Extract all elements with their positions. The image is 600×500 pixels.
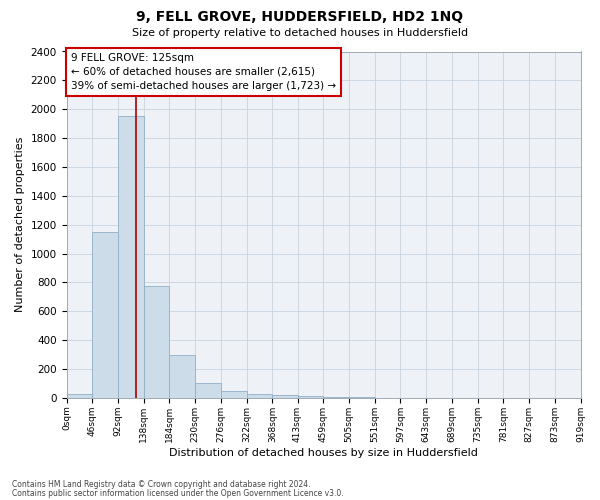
Bar xyxy=(144,286,169,398)
Bar xyxy=(67,394,92,398)
Text: Contains public sector information licensed under the Open Government Licence v3: Contains public sector information licen… xyxy=(12,489,344,498)
Y-axis label: Number of detached properties: Number of detached properties xyxy=(15,137,25,312)
Text: 9, FELL GROVE, HUDDERSFIELD, HD2 1NQ: 9, FELL GROVE, HUDDERSFIELD, HD2 1NQ xyxy=(136,10,464,24)
Bar xyxy=(298,396,323,398)
Bar xyxy=(323,397,349,398)
Bar xyxy=(221,392,247,398)
Bar xyxy=(118,116,144,398)
X-axis label: Distribution of detached houses by size in Huddersfield: Distribution of detached houses by size … xyxy=(169,448,478,458)
Bar xyxy=(272,396,298,398)
Text: 9 FELL GROVE: 125sqm
← 60% of detached houses are smaller (2,615)
39% of semi-de: 9 FELL GROVE: 125sqm ← 60% of detached h… xyxy=(71,53,336,91)
Bar xyxy=(195,384,221,398)
Bar xyxy=(169,354,195,398)
Bar xyxy=(247,394,272,398)
Text: Contains HM Land Registry data © Crown copyright and database right 2024.: Contains HM Land Registry data © Crown c… xyxy=(12,480,311,489)
Bar xyxy=(92,232,118,398)
Text: Size of property relative to detached houses in Huddersfield: Size of property relative to detached ho… xyxy=(132,28,468,38)
